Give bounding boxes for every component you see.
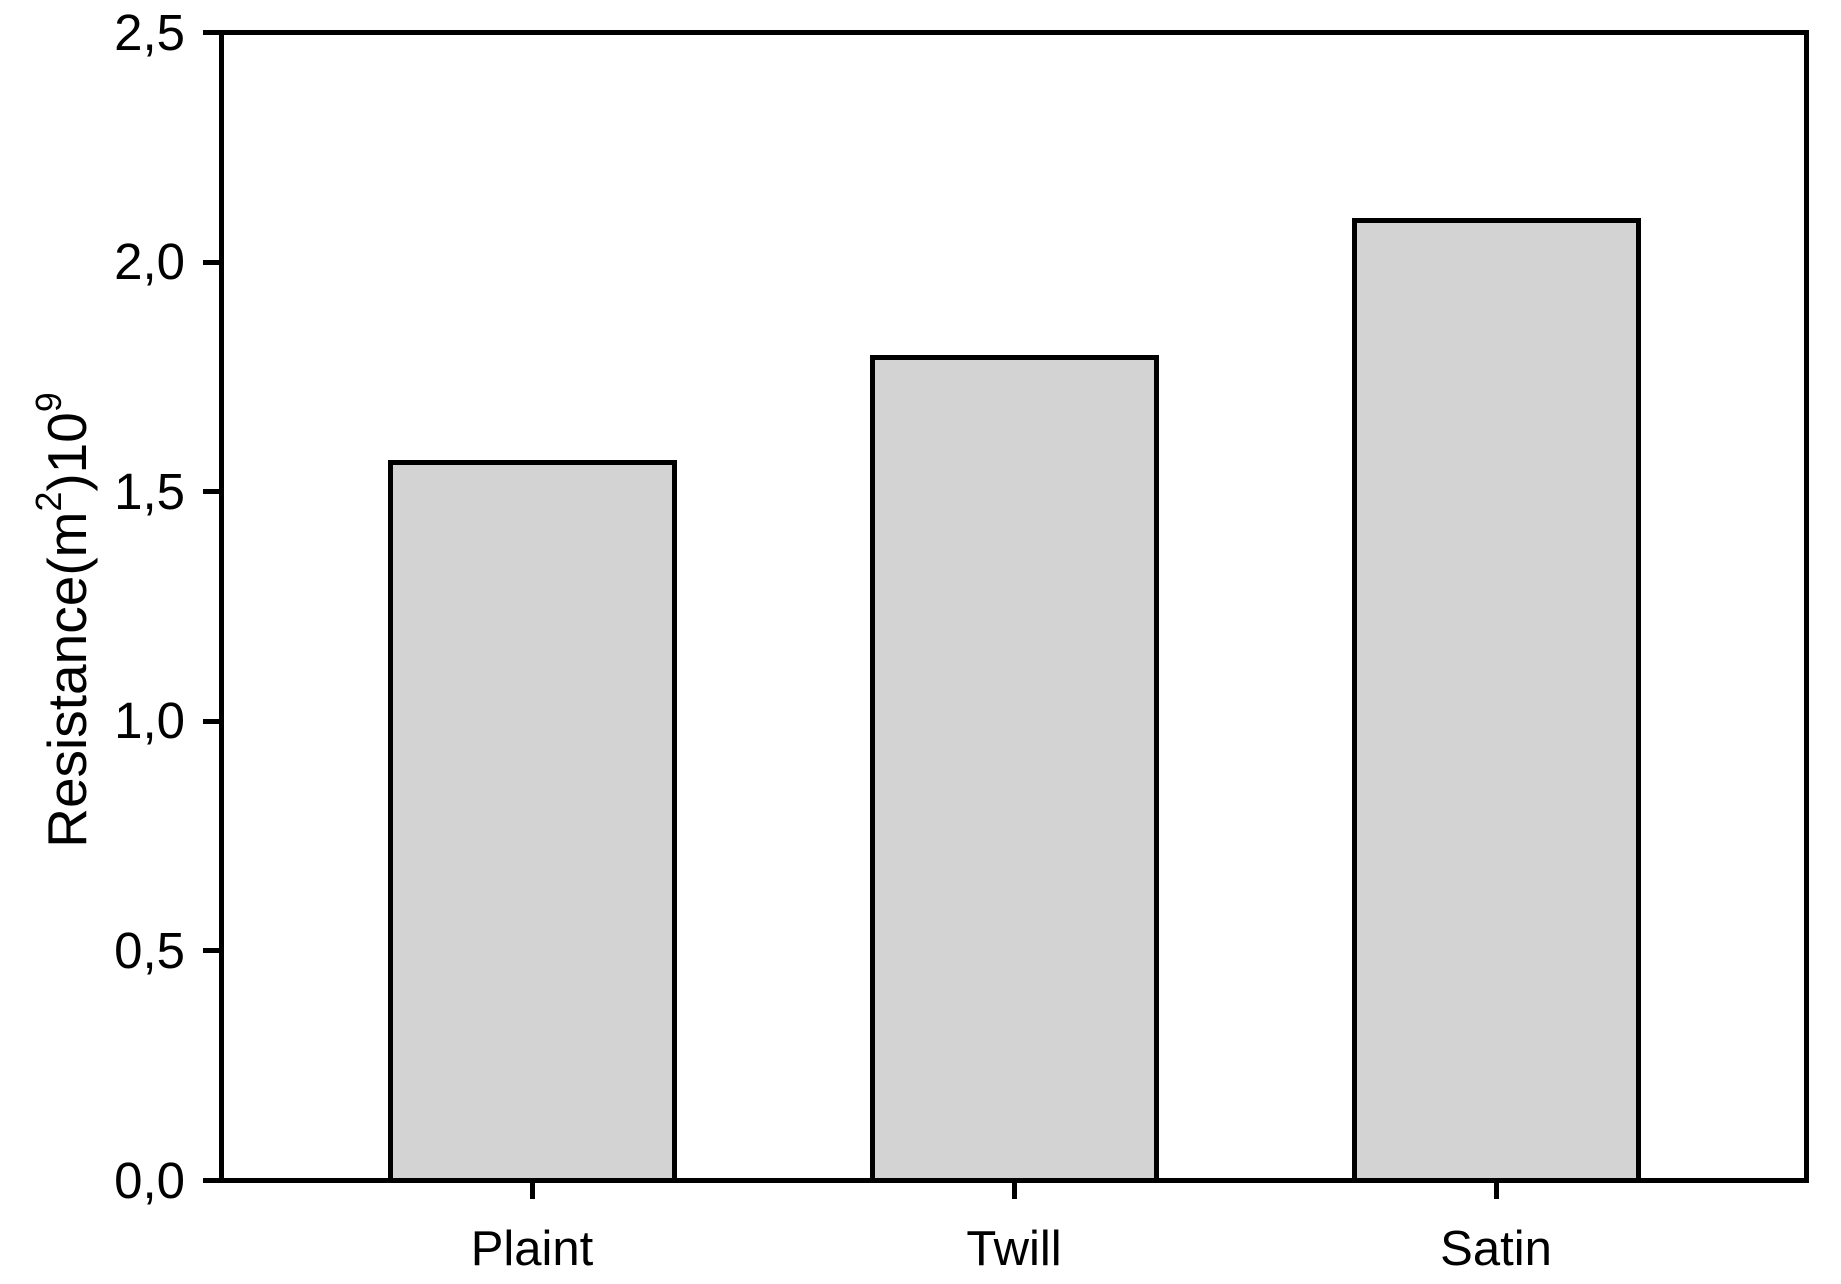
y-axis-title: Resistance(m2)109 [29, 392, 98, 848]
plot-area [219, 30, 1809, 1183]
y-tick-label: 0,5 [114, 921, 185, 979]
y-tick-label: 0,0 [114, 1151, 185, 1209]
bar-twill [869, 355, 1159, 1178]
x-axis-tick [529, 1183, 535, 1199]
bar-plaint [387, 460, 677, 1178]
x-tick-label: Twill [966, 1222, 1062, 1276]
y-axis-tick [203, 948, 219, 954]
y-axis-tick [203, 1178, 219, 1183]
x-axis-tick [1011, 1183, 1017, 1199]
y-axis-tick [203, 489, 219, 495]
y-axis-title-superscript: 9 [29, 392, 70, 413]
y-tick-label: 2,5 [114, 3, 185, 61]
bar-satin [1351, 218, 1641, 1178]
y-axis-tick [203, 30, 219, 35]
x-tick-label: Satin [1440, 1222, 1552, 1276]
x-axis-tick [1493, 1183, 1499, 1199]
y-axis-title-text: Resistance(m [36, 511, 98, 848]
y-axis-tick [203, 259, 219, 265]
y-axis-tick [203, 718, 219, 724]
y-tick-label: 2,0 [114, 233, 185, 291]
y-tick-label: 1,0 [114, 692, 185, 750]
x-tick-label: Plaint [470, 1222, 594, 1276]
y-tick-label: 1,5 [114, 462, 185, 520]
